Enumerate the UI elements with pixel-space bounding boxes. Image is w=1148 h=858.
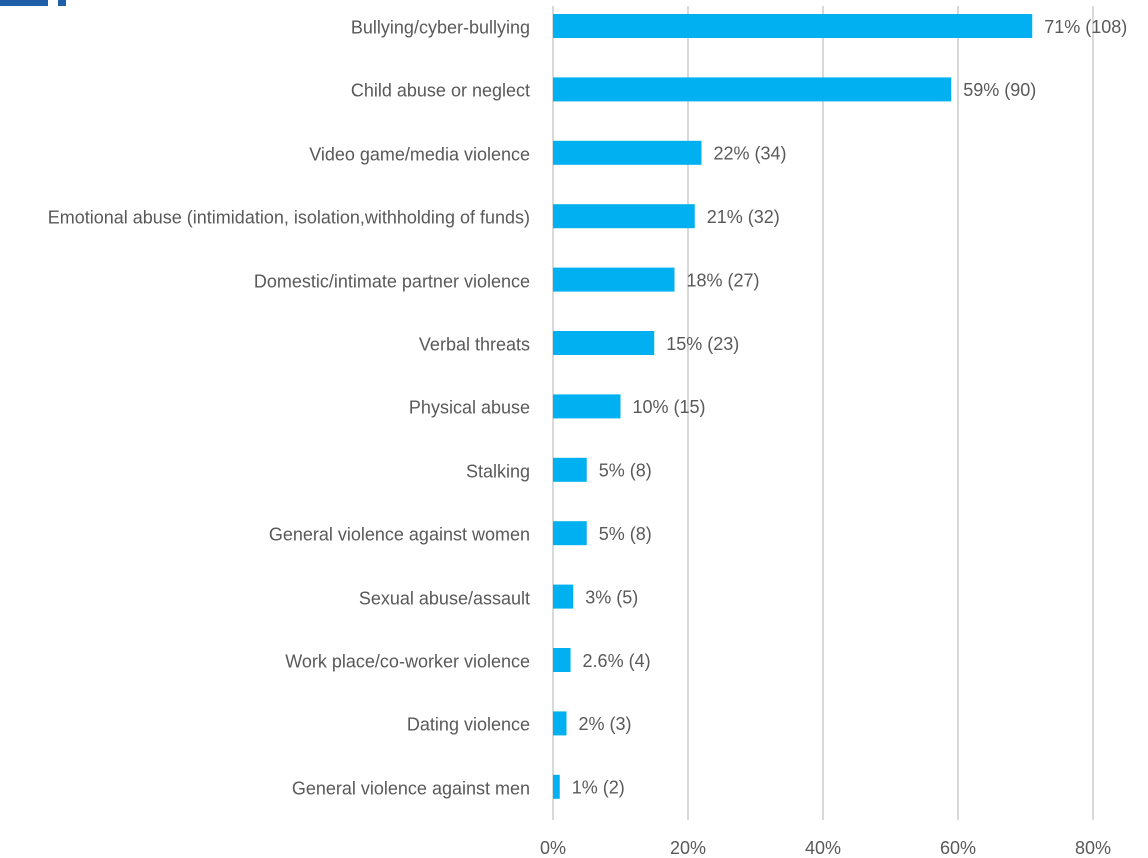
- y-tick-label: General violence against men: [291, 778, 530, 799]
- bar: [553, 204, 695, 229]
- bar: [553, 584, 574, 609]
- cropped-title-fragment: [0, 0, 48, 6]
- y-tick-label: Stalking: [465, 461, 530, 482]
- bar: [553, 140, 702, 165]
- y-tick-label: Verbal threats: [418, 334, 530, 355]
- bar: [553, 331, 655, 355]
- bar: [553, 77, 952, 102]
- y-tick-label: Work place/co-worker violence: [285, 651, 530, 672]
- y-tick-label: Physical abuse: [408, 397, 530, 418]
- x-tick-label: 20%: [670, 838, 706, 858]
- y-tick-label: Video game/media violence: [309, 144, 530, 165]
- y-tick-label: General violence against women: [268, 524, 530, 545]
- data-label: 18% (27): [687, 270, 760, 290]
- bar: [553, 711, 567, 736]
- y-tick-label: Sexual abuse/assault: [358, 588, 530, 609]
- data-label: 3% (5): [585, 587, 638, 607]
- data-label: 1% (2): [572, 778, 625, 798]
- y-tick-label: Dating violence: [406, 714, 530, 735]
- data-label: 15% (23): [666, 334, 739, 354]
- data-label: 71% (108): [1044, 17, 1127, 37]
- bar: [553, 394, 621, 419]
- y-tick-label: Domestic/intimate partner violence: [253, 271, 530, 292]
- cropped-title-fragment: [58, 0, 66, 6]
- bar: [553, 521, 587, 546]
- bar: [553, 267, 675, 292]
- data-label: 2.6% (4): [583, 651, 651, 671]
- bar: [553, 457, 587, 482]
- x-tick-label: 60%: [940, 838, 976, 858]
- y-tick-label: Child abuse or neglect: [350, 80, 530, 101]
- x-tick-label: 40%: [805, 838, 841, 858]
- data-label: 2% (3): [579, 714, 632, 734]
- y-tick-label: Emotional abuse (intimidation, isolation…: [47, 207, 530, 228]
- data-label: 21% (32): [707, 207, 780, 227]
- x-tick-label: 0%: [540, 838, 566, 858]
- bar: [553, 648, 571, 672]
- data-label: 5% (8): [599, 461, 652, 481]
- y-tick-label: Bullying/cyber-bullying: [350, 17, 530, 38]
- data-label: 22% (34): [714, 144, 787, 164]
- bar: [553, 774, 560, 799]
- data-label: 5% (8): [599, 524, 652, 544]
- data-label: 10% (15): [633, 397, 706, 417]
- bar: [553, 14, 1033, 38]
- x-tick-label: 80%: [1075, 838, 1111, 858]
- data-label: 59% (90): [963, 80, 1036, 100]
